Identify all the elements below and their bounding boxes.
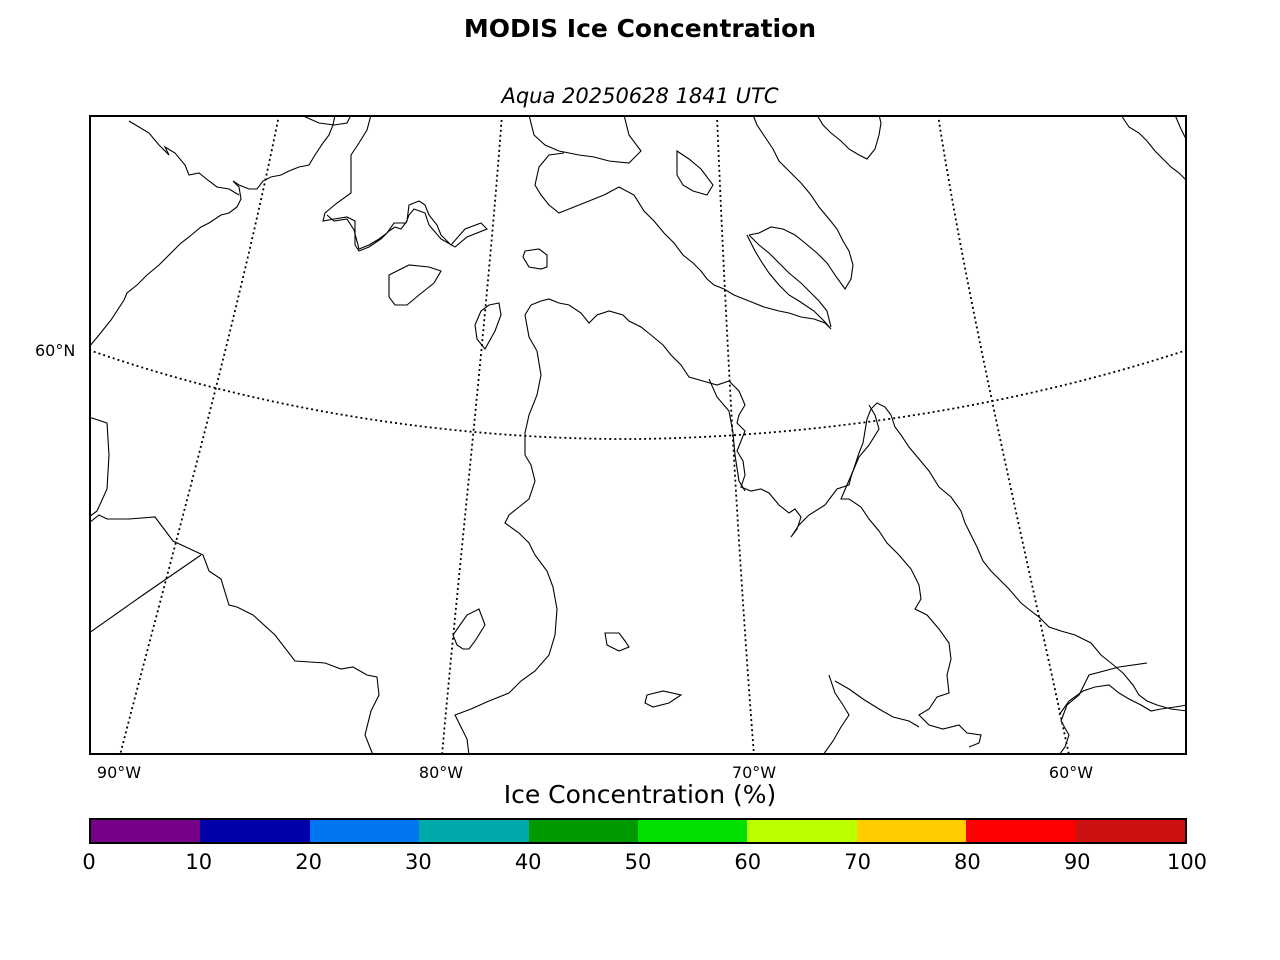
island-charlton xyxy=(644,690,683,708)
colorbar-segment-1 xyxy=(200,820,310,842)
map-frame-border xyxy=(89,115,1187,755)
coastlines xyxy=(89,115,1187,755)
colorbar-segment-3 xyxy=(419,820,529,842)
coast-ungava-bay xyxy=(708,378,746,492)
colorbar-tick-40: 40 xyxy=(514,850,542,874)
colorbar-segment-7 xyxy=(856,820,967,842)
island-belcher xyxy=(474,302,502,350)
meridian-90w xyxy=(119,115,280,755)
coast-se-shore xyxy=(1058,662,1148,755)
lon-label-90w: 90°W xyxy=(96,763,142,782)
coast-greenland xyxy=(1120,115,1187,182)
colorbar-tick-20: 20 xyxy=(295,850,322,874)
colorbar-segment-9 xyxy=(1075,820,1186,842)
island-resolution xyxy=(676,149,714,196)
parallel-60n xyxy=(89,349,1187,440)
chart-subtitle: Aqua 20250628 1841 UTC xyxy=(501,84,779,108)
coast-baffin-b xyxy=(534,152,832,330)
colorbar-segment-2 xyxy=(309,820,420,842)
coast-labrador-fjords-b xyxy=(834,680,920,728)
coast-james-bay xyxy=(454,304,558,755)
colorbar-tick-70: 70 xyxy=(844,850,871,874)
meridian-60w xyxy=(937,115,1070,755)
lat-label-60n: 60°N xyxy=(35,341,76,360)
colorbar-tick-0: 0 xyxy=(82,850,96,874)
colorbar-tick-30: 30 xyxy=(405,850,432,874)
coast-labrador-fjords xyxy=(822,674,850,755)
coast-quebec-west xyxy=(530,298,1187,712)
colorbar-tick-50: 50 xyxy=(624,850,652,874)
island-coats xyxy=(522,248,548,270)
colorbar-tick-100: 100 xyxy=(1166,850,1208,874)
colorbar-tick-60: 60 xyxy=(734,850,762,874)
coast-labrador xyxy=(840,404,982,748)
lon-label-60w: 60°W xyxy=(1048,763,1094,782)
colorbar-tick-80: 80 xyxy=(954,850,981,874)
coast-keewatin xyxy=(89,115,336,348)
colorbar-tick-10: 10 xyxy=(185,850,213,874)
coast-ontario xyxy=(89,514,380,755)
colorbar-segment-4 xyxy=(528,820,639,842)
coast-baffin xyxy=(528,115,642,164)
coast-baffin-east-b xyxy=(816,115,882,160)
coast-baffin-east xyxy=(748,115,854,291)
colorbar-segment-6 xyxy=(747,820,857,842)
coast-newfoundland xyxy=(1058,684,1187,716)
coast-keewatin-north xyxy=(128,120,240,196)
graticule xyxy=(89,115,1187,755)
island-southampton-b xyxy=(322,115,488,252)
lon-label-70w: 70°W xyxy=(731,763,777,782)
colorbar xyxy=(89,818,1187,844)
map-svg xyxy=(89,115,1187,755)
island-twin xyxy=(452,608,486,650)
colorbar-segment-5 xyxy=(638,820,748,842)
island-akimiski xyxy=(604,632,630,652)
meridian-80w xyxy=(441,115,503,755)
chart-title: MODIS Ice Concentration xyxy=(463,14,817,43)
colorbar-segment-8 xyxy=(966,820,1076,842)
island-southampton xyxy=(300,115,352,126)
lon-label-80w: 80°W xyxy=(418,763,464,782)
map-panel xyxy=(89,115,1187,755)
colorbar-tick-90: 90 xyxy=(1063,850,1091,874)
colorbar-segment-0 xyxy=(91,820,201,842)
coast-meta-incognita xyxy=(748,234,832,328)
border-manitoba-ontario xyxy=(89,554,202,634)
island-mansel xyxy=(388,264,442,306)
colorbar-title: Ice Concentration (%) xyxy=(503,780,777,809)
coast-ontario-north xyxy=(89,416,110,518)
